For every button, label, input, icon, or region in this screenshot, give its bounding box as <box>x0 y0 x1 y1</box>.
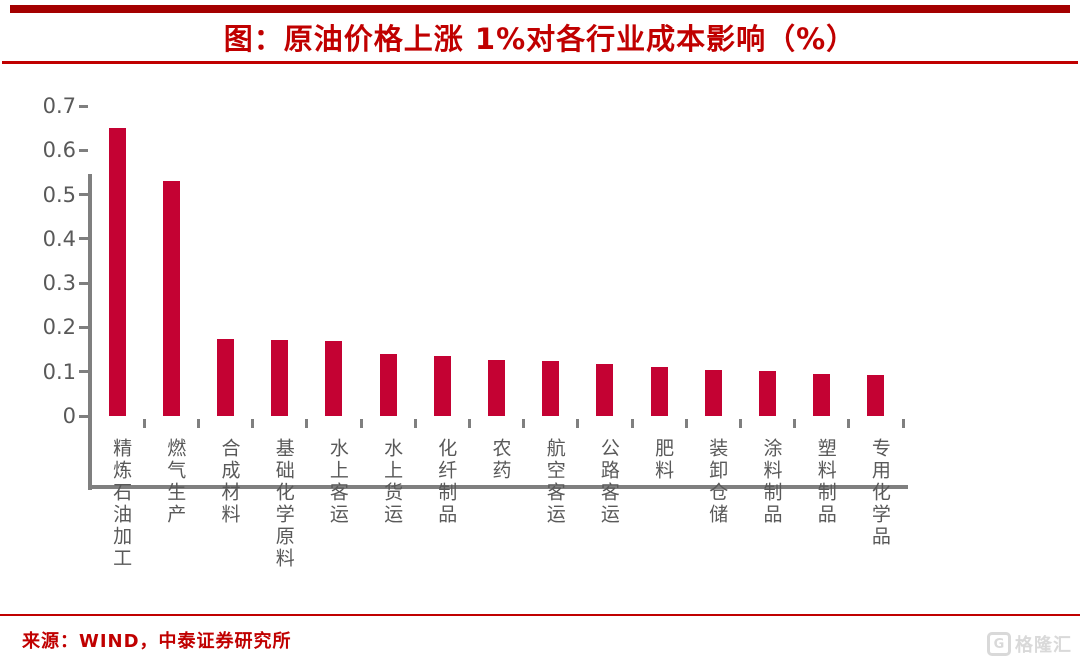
category-label: 精炼石油加工 <box>110 438 133 570</box>
category-label: 塑料制品 <box>814 438 837 526</box>
y-tick-label: 0.1 <box>42 359 76 384</box>
title-divider-line <box>2 61 1078 64</box>
x-axis-tick <box>901 419 905 428</box>
bar <box>325 341 343 416</box>
category-label: 航空客运 <box>543 438 566 526</box>
x-axis-tick <box>305 419 309 428</box>
category-label: 装卸仓储 <box>706 438 729 526</box>
bar <box>162 181 180 416</box>
x-axis-tick <box>793 419 797 428</box>
x-axis-tick <box>359 419 363 428</box>
category-label: 合成材料 <box>218 438 241 526</box>
category-label: 涂料制品 <box>760 438 783 526</box>
y-axis-tick <box>79 325 88 329</box>
bar <box>433 355 451 416</box>
y-axis-tick <box>79 104 88 108</box>
chart-title: 图：原油价格上涨 1%对各行业成本影响（%） <box>223 22 857 56</box>
y-tick-label: 0.2 <box>42 315 76 340</box>
bar <box>488 359 505 416</box>
x-axis-tick <box>684 419 688 428</box>
bar <box>596 364 614 416</box>
category-label: 公路客运 <box>597 438 620 526</box>
bar-chart: 0 0.1 0.2 0.3 0.4 0.5 0.6 0.7 精炼石油加工 燃气生产 合成材料 基础化学… <box>0 70 1080 610</box>
x-axis-tick <box>738 419 742 428</box>
bar <box>108 128 126 416</box>
gelonghui-logo: G 格隆汇 <box>987 631 1072 657</box>
x-axis-tick <box>847 419 851 428</box>
x-axis-tick <box>576 419 580 428</box>
bar <box>271 340 289 416</box>
x-axis-tick <box>522 419 526 428</box>
y-tick-label: 0.3 <box>42 271 76 296</box>
x-axis-tick <box>196 419 200 428</box>
x-axis-tick <box>413 419 417 428</box>
y-axis-tick <box>79 193 88 197</box>
bar <box>217 338 234 416</box>
y-tick-label: 0.4 <box>42 226 76 251</box>
category-label: 燃气生产 <box>164 438 187 526</box>
bar <box>704 369 722 416</box>
x-axis-line <box>88 485 908 489</box>
bar <box>379 354 397 416</box>
bar <box>650 367 668 416</box>
y-tick-label: 0.7 <box>42 94 76 118</box>
bar <box>759 370 776 416</box>
y-axis-line <box>88 174 92 490</box>
top-accent-bar <box>10 5 1070 13</box>
gelonghui-logo-text: 格隆汇 <box>1015 635 1072 656</box>
x-axis-tick <box>251 419 255 428</box>
category-label: 水上客运 <box>326 438 349 526</box>
category-label: 肥料 <box>652 438 675 482</box>
source-note: 来源：WIND，中泰证券研究所 <box>22 631 292 652</box>
category-label: 农药 <box>489 438 512 482</box>
y-axis-tick <box>79 237 88 241</box>
y-tick-label: 0.6 <box>42 138 76 163</box>
x-axis-tick <box>630 419 634 428</box>
category-label: 专用化学品 <box>868 438 891 548</box>
bar <box>542 361 560 416</box>
bar <box>867 374 885 416</box>
y-tick-label: 0 <box>62 404 76 428</box>
x-axis-tick <box>88 419 92 428</box>
gelonghui-logo-icon: G <box>987 632 1011 656</box>
y-axis-tick <box>79 148 88 152</box>
y-axis-tick <box>79 414 88 418</box>
category-label: 水上货运 <box>381 438 404 526</box>
footer-divider-line <box>0 614 1080 616</box>
category-label: 基础化学原料 <box>272 438 295 570</box>
x-axis-tick <box>142 419 146 428</box>
y-axis-tick <box>79 370 88 374</box>
y-axis-tick <box>79 281 88 285</box>
x-axis-tick <box>467 419 471 428</box>
y-tick-label: 0.5 <box>42 182 76 207</box>
category-label: 化纤制品 <box>435 438 458 526</box>
bar <box>813 373 831 416</box>
